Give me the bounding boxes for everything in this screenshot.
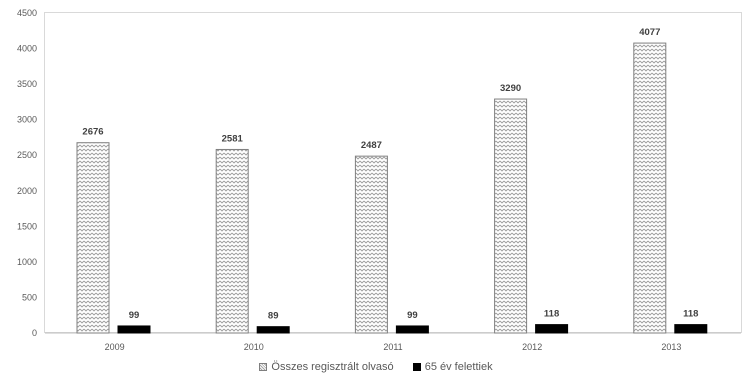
- data-labels: 2676 2581 2487 3290 4077 99 89 99 118 118: [82, 27, 698, 322]
- bar-total: [76, 142, 110, 334]
- bar-65-plus: [395, 325, 429, 334]
- data-label: 118: [683, 309, 698, 320]
- bar-total: [633, 42, 667, 334]
- data-label: 3290: [500, 83, 521, 94]
- y-tick-label: 4500: [17, 8, 37, 18]
- y-tick-label: 4000: [17, 44, 37, 54]
- data-label: 99: [129, 310, 140, 321]
- data-label: 118: [544, 309, 559, 320]
- x-tick-label: 2010: [244, 342, 264, 352]
- data-label: 2581: [222, 133, 244, 144]
- legend-item-65: 65 év felettiek: [412, 361, 493, 374]
- y-tick-label: 2500: [17, 150, 37, 160]
- legend-label-total: Összes regisztrált olvasó: [271, 361, 394, 374]
- x-axis: 2009 2010 2011 2012 2013: [45, 332, 741, 352]
- data-label: 4077: [639, 27, 660, 38]
- y-tick-label: 1000: [17, 257, 37, 267]
- legend-item-total: Összes regisztrált olvasó: [259, 361, 394, 374]
- x-tick-label: 2011: [383, 342, 402, 352]
- y-tick-label: 3000: [17, 115, 37, 125]
- y-axis: 0 500 1000 1500 2000 2500 3000 3500 4000 4500: [17, 8, 37, 338]
- y-tick-label: 2000: [17, 186, 37, 196]
- data-label: 89: [268, 311, 279, 322]
- bar-total: [215, 148, 249, 334]
- bars: [76, 42, 708, 334]
- legend-swatch-total: [259, 363, 268, 372]
- bar-total: [354, 155, 388, 334]
- y-tick-label: 3500: [17, 79, 37, 89]
- data-label: 99: [407, 310, 418, 321]
- bar-total: [494, 98, 528, 334]
- data-label: 2676: [82, 127, 103, 138]
- x-tick-label: 2009: [105, 342, 125, 352]
- bar-65-plus: [256, 326, 290, 334]
- y-tick-label: 0: [32, 328, 37, 338]
- legend: Összes regisztrált olvasó 65 év felettie…: [0, 361, 752, 373]
- x-tick-label: 2013: [661, 342, 681, 352]
- legend-label-65: 65 év felettiek: [424, 361, 493, 374]
- bar-65-plus: [674, 324, 708, 334]
- data-label: 2487: [361, 140, 382, 151]
- legend-swatch-65: [412, 363, 421, 372]
- y-tick-label: 1500: [17, 221, 37, 231]
- bar-65-plus: [535, 324, 569, 334]
- bar-65-plus: [117, 325, 151, 334]
- x-tick-label: 2012: [522, 342, 542, 352]
- y-tick-label: 500: [22, 292, 37, 302]
